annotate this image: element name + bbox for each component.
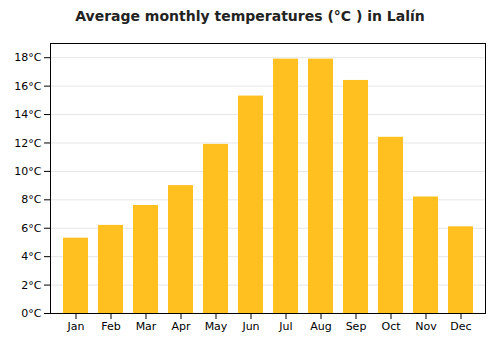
svg-text:Aug: Aug bbox=[310, 320, 331, 333]
svg-text:Nov: Nov bbox=[415, 320, 437, 333]
svg-text:16°C: 16°C bbox=[14, 80, 41, 93]
svg-text:2°C: 2°C bbox=[21, 279, 41, 292]
svg-text:May: May bbox=[205, 320, 228, 333]
svg-text:4°C: 4°C bbox=[21, 250, 41, 263]
svg-text:18°C: 18°C bbox=[14, 51, 41, 64]
svg-text:Sep: Sep bbox=[346, 320, 367, 333]
svg-text:0°C: 0°C bbox=[21, 307, 41, 320]
svg-text:Jun: Jun bbox=[241, 320, 259, 333]
svg-text:8°C: 8°C bbox=[21, 193, 41, 206]
html-text:Average monthly temperatures (: Average monthly temperatures (°C ) in La… bbox=[75, 8, 425, 24]
svg-text:12°C: 12°C bbox=[14, 136, 41, 149]
svg-text:Feb: Feb bbox=[101, 320, 120, 333]
svg-text:Jul: Jul bbox=[278, 320, 292, 333]
svg-text:Mar: Mar bbox=[136, 320, 157, 333]
svg-text:Oct: Oct bbox=[381, 320, 401, 333]
svg-text:Dec: Dec bbox=[450, 320, 471, 333]
svg-text:Apr: Apr bbox=[171, 320, 191, 333]
svg-text:10°C: 10°C bbox=[14, 165, 41, 178]
svg-text:Jan: Jan bbox=[67, 320, 85, 333]
svg-text:14°C: 14°C bbox=[14, 108, 41, 121]
svg-text:6°C: 6°C bbox=[21, 222, 41, 235]
